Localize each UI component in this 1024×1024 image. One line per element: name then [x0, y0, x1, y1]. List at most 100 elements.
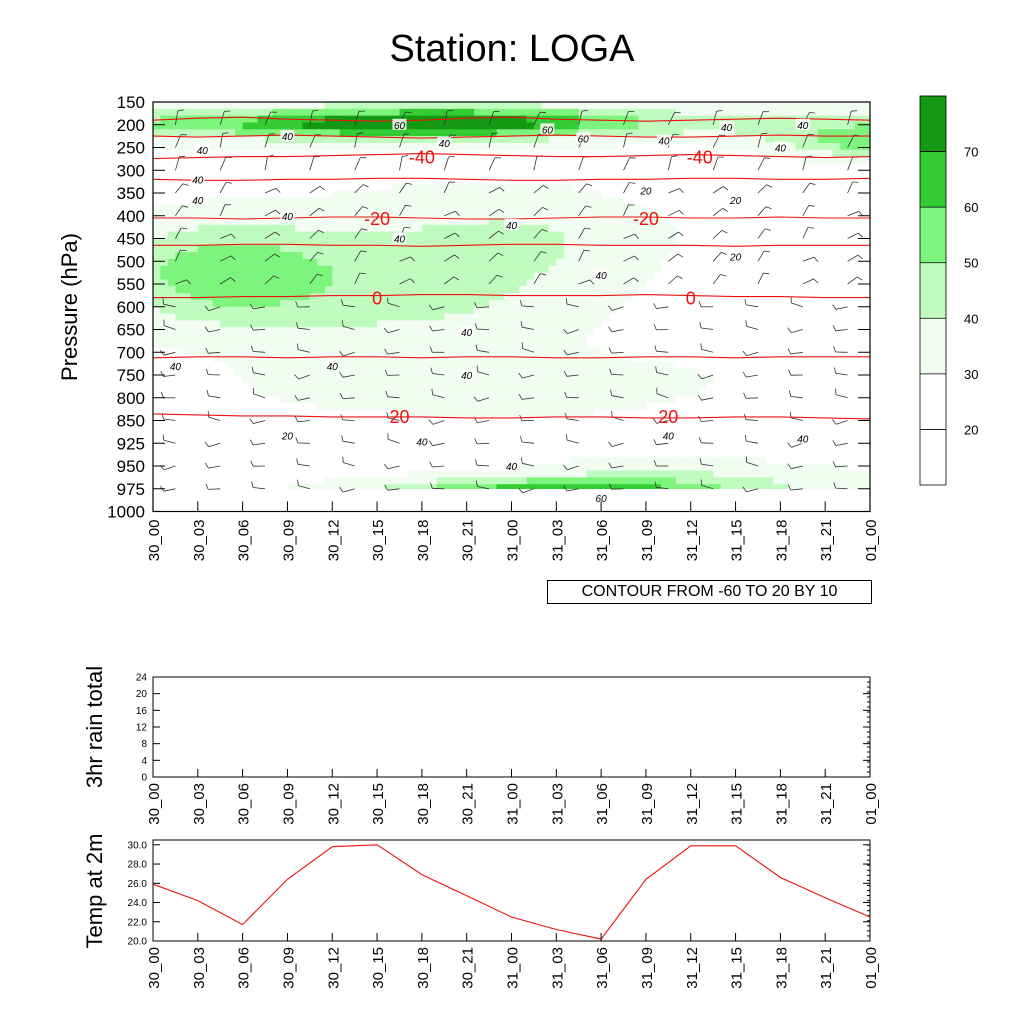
humidity-cell — [265, 279, 274, 287]
humidity-cell — [279, 381, 289, 390]
humidity-cell — [780, 115, 789, 124]
humidity-cell — [384, 258, 393, 267]
temp-contour-line — [152, 134, 870, 139]
humidity-cell — [421, 265, 430, 274]
wind-barb — [712, 230, 723, 239]
humidity-cell — [533, 265, 542, 274]
humidity-cell — [354, 340, 363, 349]
humidity-cell — [518, 293, 528, 301]
x-tick-label: 30_12 — [325, 947, 342, 989]
humidity-cell — [548, 252, 557, 260]
humidity-cell — [302, 395, 311, 403]
humidity-cell — [847, 108, 856, 117]
humidity-cell — [855, 115, 864, 124]
humidity-cell — [287, 252, 296, 260]
humidity-cell — [153, 102, 162, 110]
wind-barb — [746, 325, 759, 330]
humidity-cell — [444, 299, 453, 308]
wind-barb — [578, 250, 585, 262]
humidity-cell — [287, 142, 296, 151]
humidity-cell — [586, 115, 595, 124]
humidity-cell — [466, 115, 475, 124]
humidity-cell — [481, 327, 490, 335]
humidity-cell — [287, 286, 296, 294]
humidity-cell — [324, 142, 333, 151]
wind-barb — [701, 397, 714, 401]
humidity-cell — [384, 190, 393, 199]
humidity-cell — [220, 354, 229, 362]
humidity-cell — [631, 361, 640, 369]
humidity-cell — [279, 258, 289, 267]
humidity-cell — [436, 272, 445, 281]
humidity-cell — [362, 252, 371, 260]
colorbar-label: 50 — [964, 256, 978, 271]
humidity-cell — [175, 129, 184, 137]
humidity-cell — [377, 381, 386, 390]
humidity-cell — [645, 102, 655, 110]
humidity-cell — [556, 361, 565, 369]
humidity-cell — [347, 477, 356, 485]
y-tick-label: 850 — [117, 412, 145, 431]
humidity-cell — [182, 299, 191, 308]
humidity-cell — [690, 381, 699, 390]
humidity-cell — [459, 286, 468, 294]
humidity-cell — [212, 272, 221, 281]
humidity-cell — [668, 102, 677, 110]
humidity-cell — [548, 238, 557, 246]
humidity-cell — [526, 218, 535, 226]
humidity-cell — [623, 293, 632, 301]
humidity-cell — [444, 334, 453, 342]
wind-barb-feather — [406, 182, 413, 185]
humidity-cell — [309, 313, 318, 321]
humidity-cell — [466, 142, 475, 151]
humidity-contour-label: 40 — [170, 362, 182, 373]
humidity-cell — [444, 190, 453, 199]
humidity-cell — [541, 395, 550, 403]
humidity-cell — [257, 361, 266, 369]
y-tick-label: 150 — [117, 93, 145, 112]
humidity-cell — [429, 136, 438, 144]
wind-barb-feather — [362, 184, 369, 188]
humidity-cell — [421, 395, 430, 403]
humidity-cell — [481, 388, 490, 397]
humidity-cell — [638, 456, 647, 465]
humidity-cell — [317, 197, 326, 205]
humidity-cell — [414, 252, 423, 260]
humidity-cell — [780, 102, 789, 110]
humidity-cell — [593, 190, 602, 199]
humidity-cell — [616, 388, 625, 397]
humidity-cell — [735, 108, 744, 117]
wind-barb-feather — [857, 276, 863, 281]
humidity-cell — [339, 306, 348, 315]
humidity-cell — [668, 368, 677, 376]
wind-barb — [802, 156, 807, 171]
humidity-cell — [601, 477, 610, 485]
wind-barb-feather — [339, 351, 344, 357]
humidity-cell — [175, 279, 184, 287]
humidity-cell — [309, 279, 318, 287]
y-tick-label: 300 — [117, 161, 145, 180]
humidity-cell — [586, 190, 595, 199]
humidity-cell — [429, 272, 438, 281]
humidity-cell — [601, 361, 610, 369]
humidity-cell — [548, 218, 557, 226]
humidity-cell — [556, 231, 565, 240]
humidity-cell — [362, 286, 371, 294]
humidity-cell — [593, 299, 602, 308]
humidity-cell — [668, 245, 677, 253]
humidity-cell — [182, 204, 191, 212]
humidity-cell — [377, 313, 386, 321]
humidity-cell — [518, 122, 528, 130]
humidity-cell — [190, 218, 199, 226]
humidity-cell — [347, 122, 356, 130]
humidity-cell — [862, 470, 870, 478]
x-tick-label: 30_06 — [236, 783, 253, 825]
humidity-cell — [414, 224, 423, 233]
humidity-cell — [287, 347, 296, 356]
wind-barb-feather — [851, 110, 858, 112]
humidity-cell — [220, 313, 229, 321]
humidity-cell — [362, 347, 371, 356]
humidity-cell — [616, 129, 625, 137]
humidity-cell — [212, 211, 221, 219]
humidity-cell — [235, 238, 244, 246]
